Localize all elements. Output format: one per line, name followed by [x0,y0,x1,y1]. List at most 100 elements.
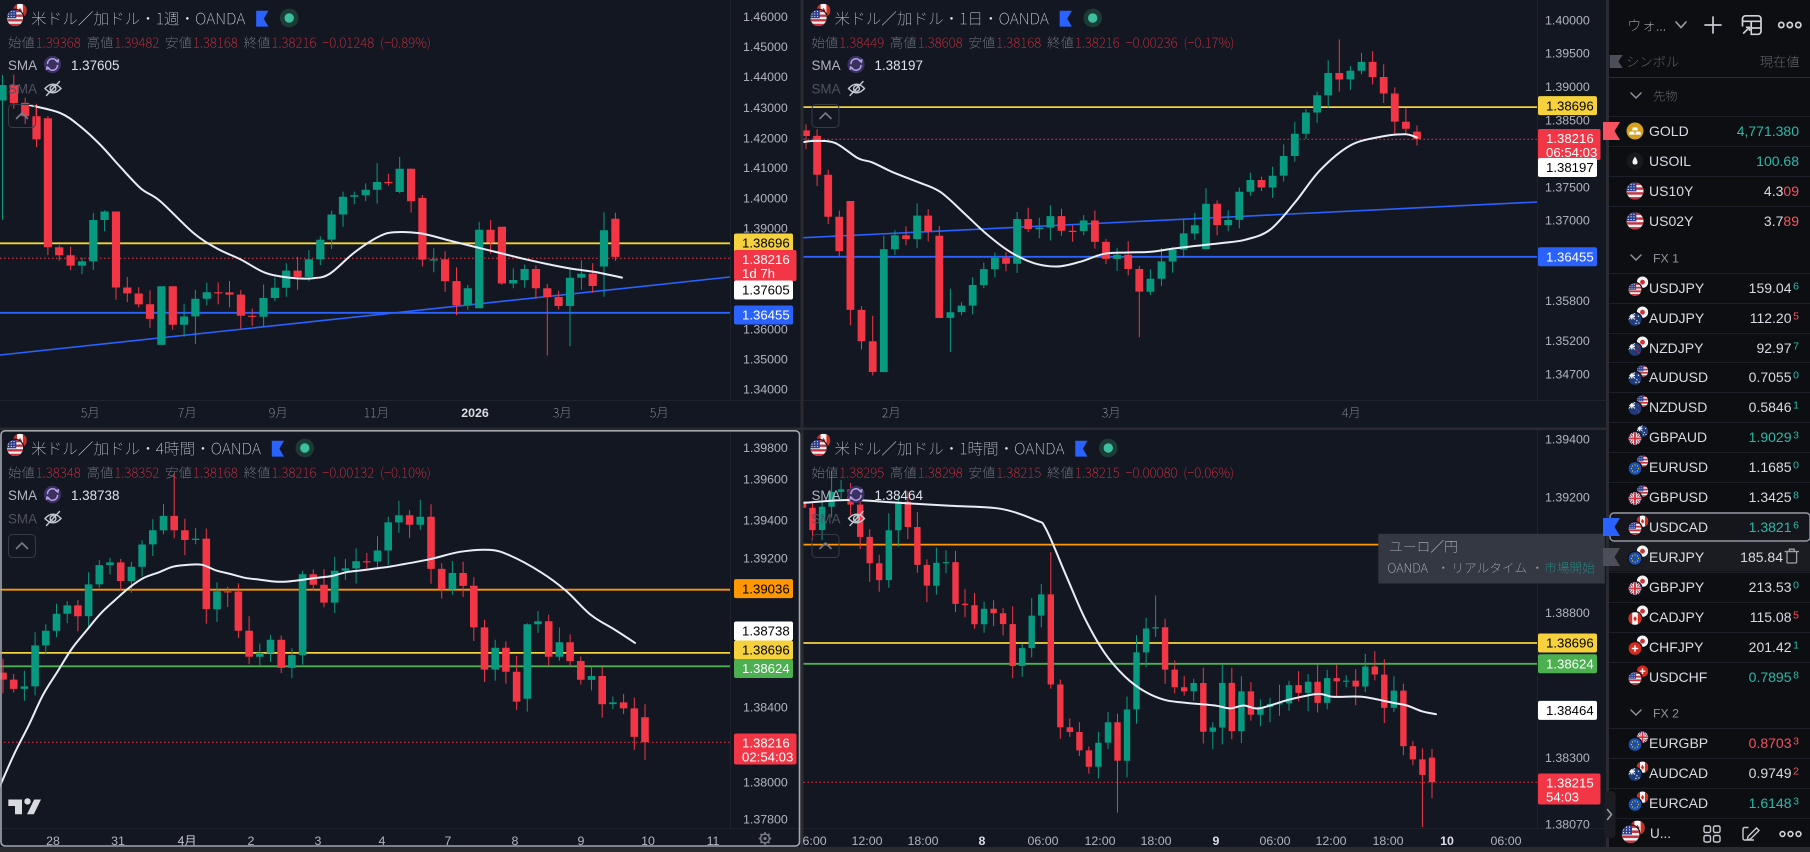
svg-text:NZDUSD: NZDUSD [1649,399,1707,415]
svg-text:1.37605: 1.37605 [742,283,790,298]
svg-text:1.39000: 1.39000 [1545,80,1590,94]
svg-text:1.38464: 1.38464 [875,488,924,503]
svg-text:1.40000: 1.40000 [1545,13,1590,27]
svg-text:GBPAUD: GBPAUD [1649,429,1707,445]
svg-text:1.39500: 1.39500 [1545,47,1590,61]
svg-text:1: 1 [1793,640,1799,652]
svg-text:12:00: 12:00 [1315,834,1346,847]
svg-text:06:54:03: 06:54:03 [1546,145,1597,160]
svg-text:1.38464: 1.38464 [1546,703,1594,718]
svg-text:SMA: SMA [812,82,841,97]
svg-text:EURCAD: EURCAD [1649,795,1708,811]
svg-text:1.39200: 1.39200 [1545,491,1590,505]
svg-text:1.38696: 1.38696 [1546,636,1594,651]
svg-text:1.39400: 1.39400 [1545,433,1590,447]
svg-text:3: 3 [1793,430,1799,442]
svg-text:SMA: SMA [8,58,37,73]
svg-text:SMA: SMA [8,512,37,527]
svg-text:1.38216: 1.38216 [742,735,790,750]
svg-text:213.53: 213.53 [1749,579,1792,595]
svg-text:1.36000: 1.36000 [743,322,788,336]
svg-text:06:00: 06:00 [1027,834,1058,847]
svg-text:1.39000: 1.39000 [743,221,788,235]
svg-text:1.35800: 1.35800 [1545,294,1590,308]
svg-text:1.38624: 1.38624 [742,661,790,676]
svg-text:1.41000: 1.41000 [743,161,788,175]
svg-text:1.39800: 1.39800 [743,441,788,455]
svg-text:112.20: 112.20 [1750,310,1792,326]
svg-text:12:00: 12:00 [851,834,882,847]
svg-text:8: 8 [512,834,519,847]
svg-text:185.84: 185.84 [1740,549,1783,565]
svg-text:1.38216: 1.38216 [1546,131,1594,146]
svg-text:1.3425: 1.3425 [1749,489,1792,505]
svg-text:10: 10 [641,834,655,847]
svg-text:02:54:03: 02:54:03 [742,749,793,764]
svg-text:EURUSD: EURUSD [1649,459,1708,475]
svg-text:1.38738: 1.38738 [742,624,790,639]
svg-text:18:00: 18:00 [907,834,938,847]
svg-text:1.37605: 1.37605 [71,58,119,73]
svg-text:92.97: 92.97 [1756,340,1791,356]
svg-text:AUDCAD: AUDCAD [1649,765,1708,781]
svg-text:3.7: 3.7 [1764,213,1784,229]
svg-text:SMA: SMA [8,82,37,97]
svg-text:NZDJPY: NZDJPY [1649,340,1704,356]
svg-text:AUDJPY: AUDJPY [1649,310,1705,326]
svg-text:EURGBP: EURGBP [1649,735,1708,751]
svg-text:1.38070: 1.38070 [1545,818,1590,832]
svg-text:9: 9 [578,834,585,847]
svg-text:0.7055: 0.7055 [1749,369,1792,385]
svg-text:1.38400: 1.38400 [743,701,788,715]
svg-text:4: 4 [379,834,386,847]
svg-text:1.39400: 1.39400 [743,513,788,527]
svg-text:1.42000: 1.42000 [743,131,788,145]
svg-text:09: 09 [1783,183,1799,199]
svg-text:US10Y: US10Y [1649,183,1694,199]
svg-text:1.3821: 1.3821 [1749,519,1792,535]
svg-text:8: 8 [979,834,986,847]
svg-text:06:00: 06:00 [1259,834,1290,847]
svg-text:1.38216: 1.38216 [742,252,790,267]
svg-text:US02Y: US02Y [1649,213,1694,229]
svg-text:CADJPY: CADJPY [1649,609,1705,625]
svg-text:1.37000: 1.37000 [1545,214,1590,228]
svg-text:EURJPY: EURJPY [1649,549,1705,565]
svg-text:1: 1 [1793,400,1799,412]
svg-text:FX 2: FX 2 [1653,707,1679,721]
svg-text:7: 7 [1793,341,1799,353]
svg-text:SMA: SMA [812,58,841,73]
svg-text:1.6148: 1.6148 [1749,795,1792,811]
svg-text:GOLD: GOLD [1649,123,1689,139]
svg-text:1.38500: 1.38500 [1545,114,1590,128]
svg-text:SMA: SMA [8,488,37,503]
svg-text:1.39200: 1.39200 [743,551,788,565]
svg-text:5: 5 [1793,311,1799,323]
svg-text:3: 3 [1793,796,1799,808]
svg-text:0: 0 [1793,580,1799,592]
svg-text:0.7895: 0.7895 [1749,669,1792,685]
svg-text:1.38000: 1.38000 [743,776,788,790]
svg-text:18:00: 18:00 [1140,834,1171,847]
svg-text:1.40000: 1.40000 [743,191,788,205]
svg-text:SMA: SMA [812,512,841,527]
svg-text:0.8703: 0.8703 [1749,735,1792,751]
svg-text:7: 7 [445,834,452,847]
svg-text:28: 28 [46,834,60,847]
svg-text:1.37500: 1.37500 [1545,180,1590,194]
svg-text:3: 3 [315,834,322,847]
svg-text:GBPJPY: GBPJPY [1649,579,1705,595]
svg-text:6: 6 [1793,281,1799,293]
svg-text:8: 8 [1793,490,1799,502]
svg-text:1.1685: 1.1685 [1749,459,1792,475]
svg-text:4,771.380: 4,771.380 [1737,123,1799,139]
svg-text:1.38300: 1.38300 [1545,751,1590,765]
svg-text:100.68: 100.68 [1756,153,1799,169]
svg-text:1.38624: 1.38624 [1546,657,1594,672]
svg-text:1.46000: 1.46000 [743,10,788,24]
svg-text:2: 2 [248,834,255,847]
svg-text:5: 5 [1793,610,1799,622]
svg-text:SMA: SMA [812,488,841,503]
svg-text:201.42: 201.42 [1749,639,1792,655]
svg-text:0: 0 [1793,370,1799,382]
